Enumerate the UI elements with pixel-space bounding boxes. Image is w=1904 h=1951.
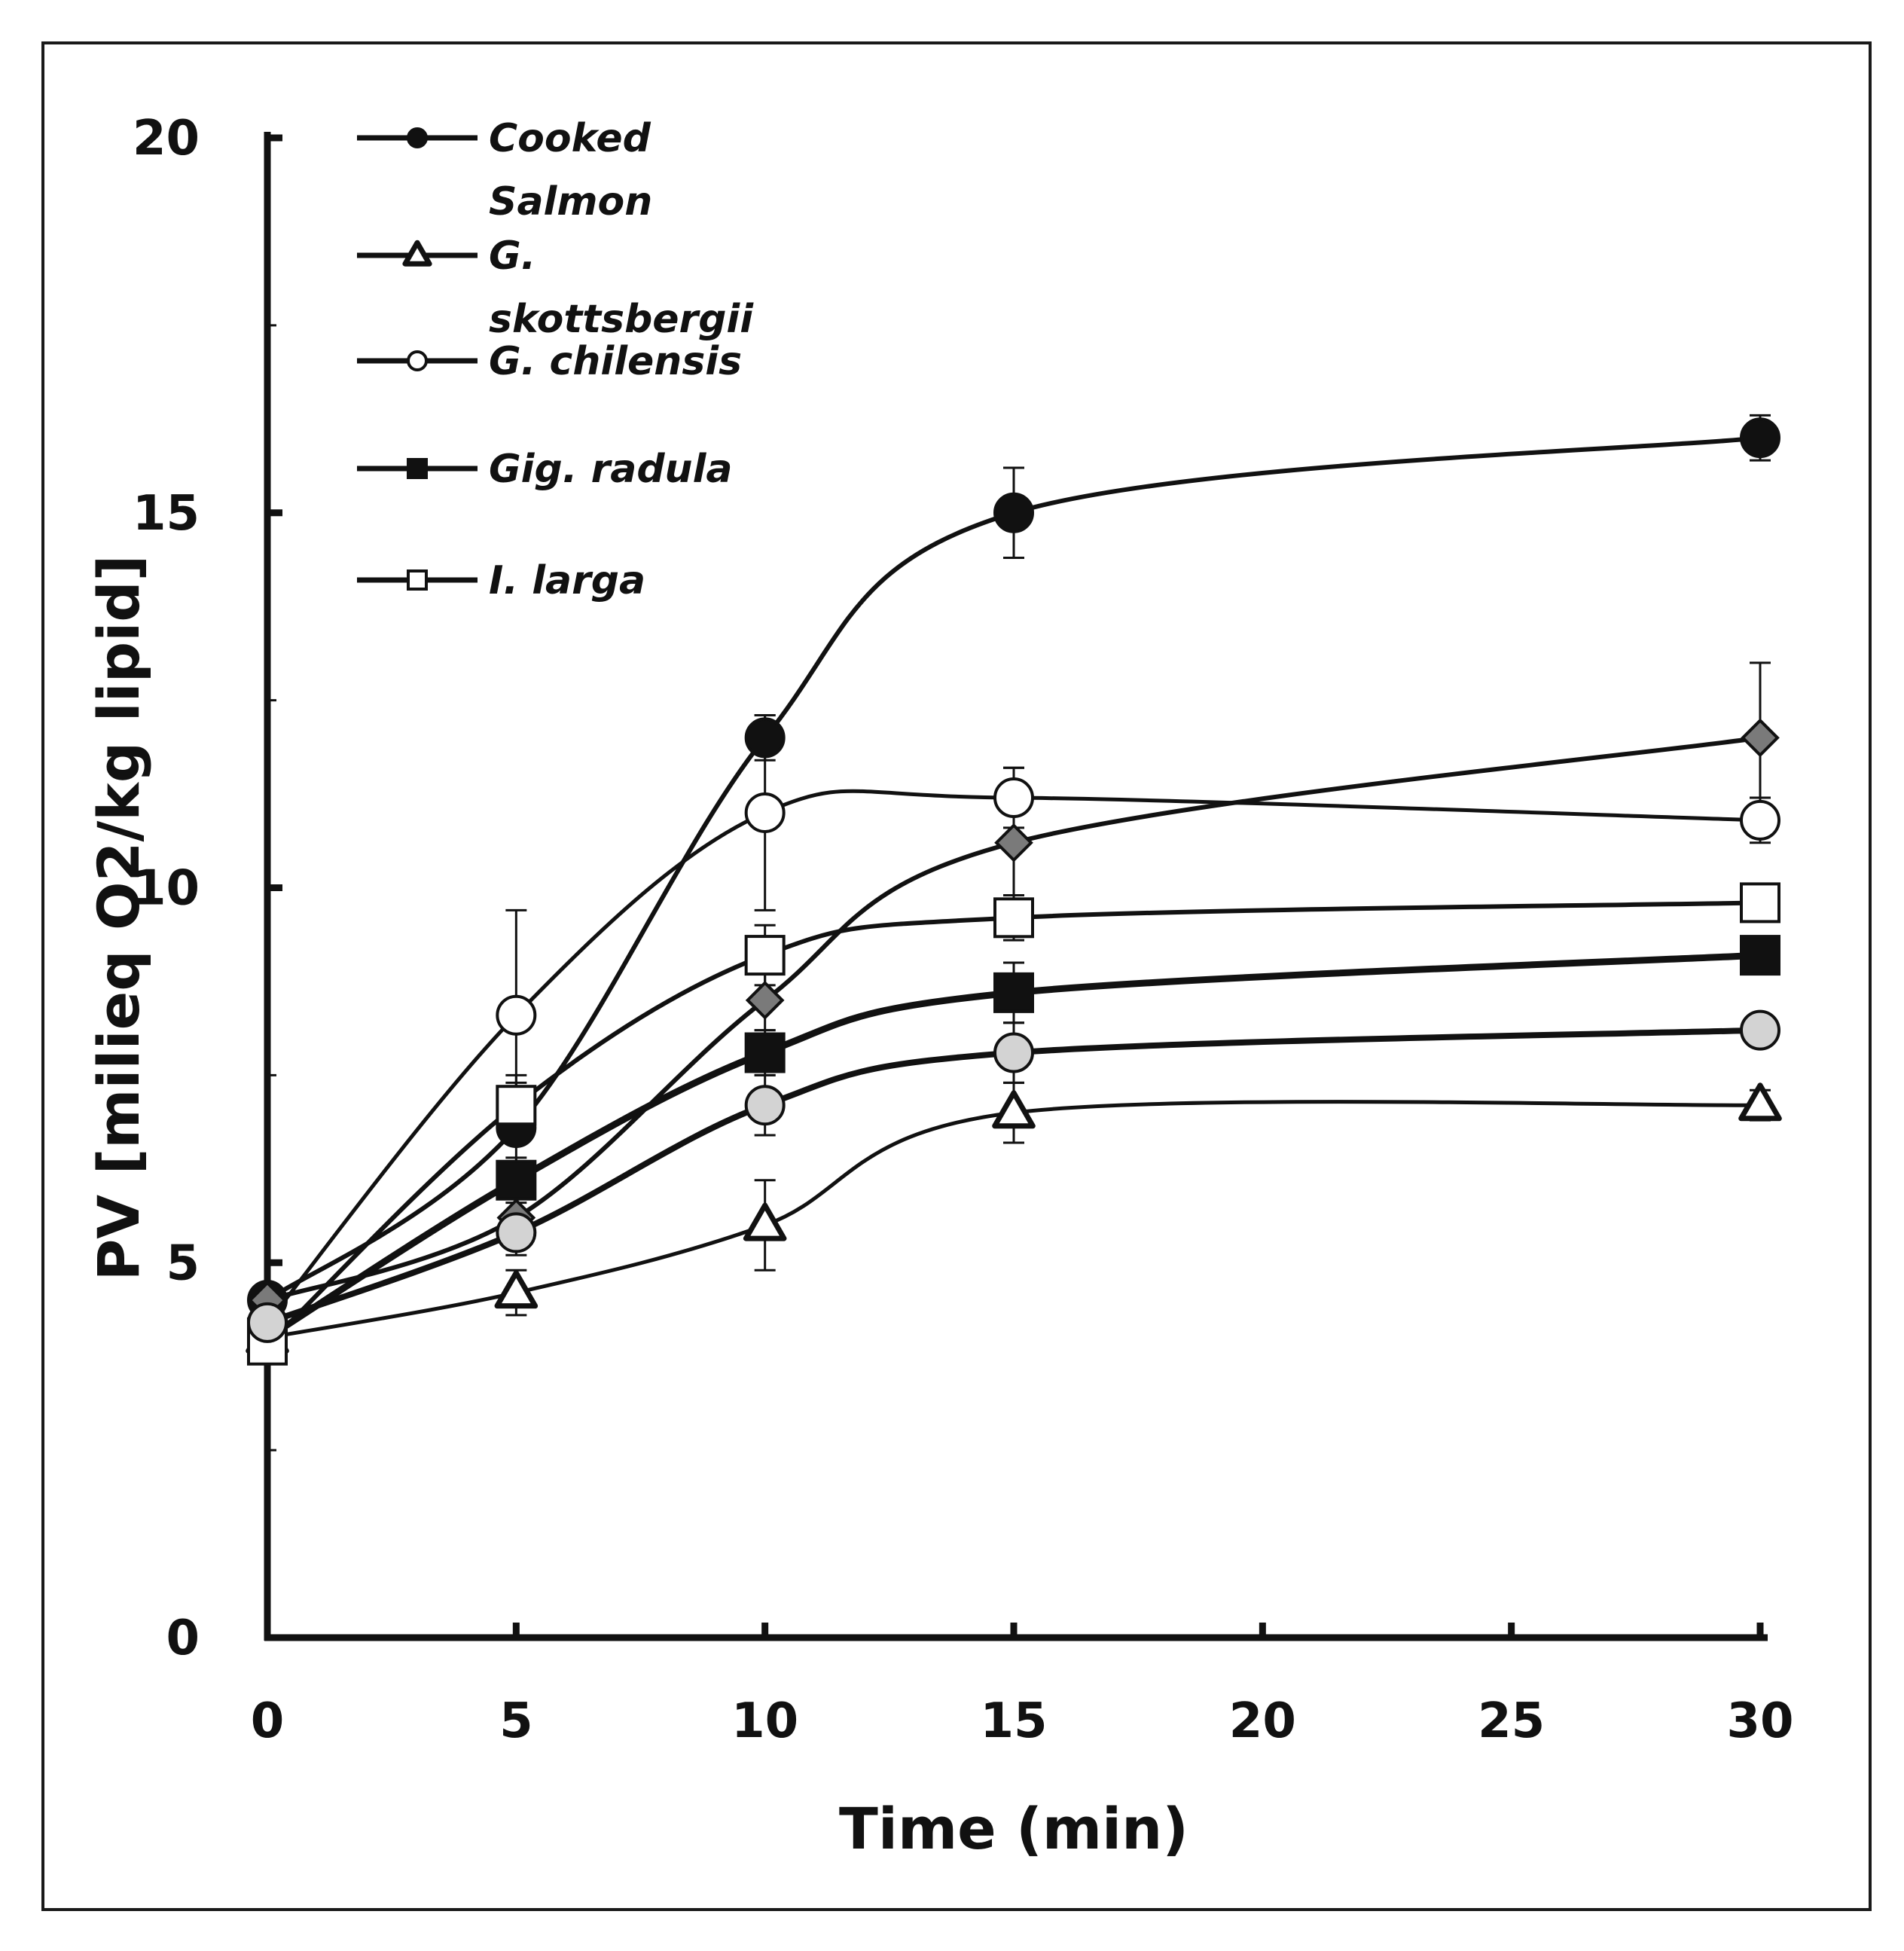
data-point (496, 994, 537, 1036)
x-tick-label: 25 (1478, 1693, 1545, 1749)
legend-label: Salmon (489, 179, 652, 224)
data-point (247, 1302, 288, 1343)
y-tick-label: 10 (133, 861, 200, 917)
data-point (993, 1032, 1034, 1073)
data-point (494, 1270, 539, 1309)
series-line (266, 1027, 1761, 1326)
y-axis-title: PV [milieq O2/kg lipid] (85, 555, 152, 1281)
data-point (496, 1159, 537, 1201)
data-point (992, 1090, 1036, 1129)
legend-marker (407, 569, 428, 591)
series-markers (246, 417, 1782, 1366)
x-tick-label: 10 (731, 1693, 798, 1749)
x-tick-label: 20 (1229, 1693, 1296, 1749)
error-bars (257, 414, 1771, 1362)
data-point (1740, 417, 1780, 459)
series-lines (265, 435, 1761, 1347)
y-tick-label: 5 (166, 1235, 200, 1291)
data-point (744, 717, 786, 759)
data-point (743, 1202, 787, 1241)
data-point (993, 777, 1034, 819)
data-point (1740, 882, 1780, 924)
legend-marker (402, 240, 432, 267)
legend-marker (407, 458, 428, 479)
legend-label: Gig. radula (489, 447, 732, 492)
series-line (267, 735, 1761, 1302)
data-point (496, 1085, 537, 1126)
figure-frame: 0 5 10 15 20 0 5 10 15 20 25 30 Cooked Salmon G. skott… (41, 41, 1872, 1911)
data-point (993, 972, 1034, 1013)
data-point (1740, 1009, 1780, 1051)
series-line (265, 951, 1761, 1341)
data-point (496, 1212, 537, 1253)
y-tick-label: 0 (166, 1611, 200, 1666)
legend-label: G. chilensis (489, 339, 742, 384)
data-point (994, 823, 1033, 863)
data-point (1738, 1082, 1782, 1122)
legend-marker (407, 350, 428, 371)
axes: 0 5 10 15 20 0 5 10 15 20 25 30 (133, 111, 1794, 1749)
data-point (1740, 935, 1780, 976)
y-tick-label: 20 (133, 111, 200, 166)
data-point (744, 792, 786, 833)
series-line (265, 900, 1761, 1347)
data-point (744, 1085, 786, 1126)
x-tick-label: 15 (980, 1693, 1047, 1749)
x-tick-label: 30 (1726, 1693, 1793, 1749)
y-tick-label: 15 (133, 486, 200, 542)
series-line (266, 435, 1761, 1302)
data-point (745, 980, 785, 1020)
data-point (993, 492, 1034, 533)
legend-label: G. (489, 234, 536, 279)
legend-label: I. larga (489, 558, 645, 603)
data-point (1740, 799, 1780, 841)
legend-marker (407, 127, 428, 148)
x-tick-label: 5 (499, 1693, 533, 1749)
x-axis-title: Time (min) (839, 1795, 1188, 1862)
data-point (1741, 718, 1780, 758)
legend-label: Cooked (489, 116, 651, 161)
series-line (266, 789, 1761, 1324)
data-point (744, 935, 786, 976)
data-point (993, 897, 1034, 939)
x-tick-label: 0 (251, 1693, 285, 1749)
data-point (744, 1032, 786, 1073)
legend-label: skottsbergii (489, 297, 754, 342)
series-line (267, 1100, 1761, 1340)
line-chart: 0 5 10 15 20 0 5 10 15 20 25 30 Cooked Salmon G. skott… (85, 111, 1794, 1862)
